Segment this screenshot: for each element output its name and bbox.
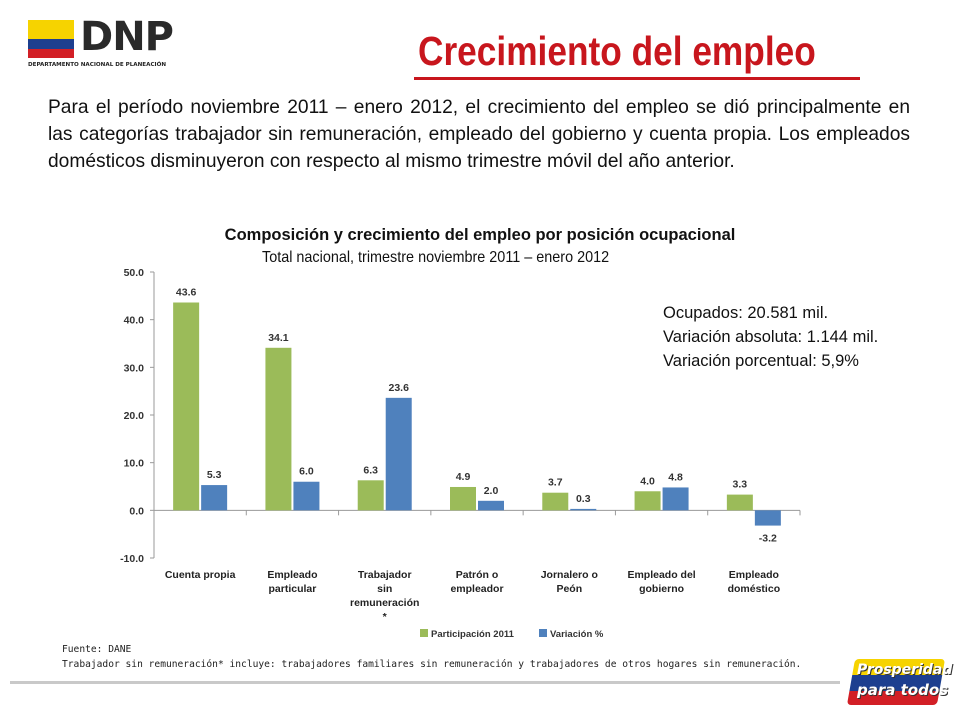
title-underline [414,77,860,80]
category-label: Peón [556,583,582,595]
legend-label: Variación % [550,629,604,640]
chart-title: Composición y crecimiento del empleo por… [224,226,736,244]
bar-variacion [478,500,504,511]
stat-ocupados: Ocupados: 20.581 mil. [663,304,829,322]
data-label: 0.3 [576,493,591,505]
data-label: 23.6 [388,382,409,394]
data-label: 2.0 [484,485,499,497]
bar-variacion [201,485,228,511]
stat-variacion-porcentual: Variación porcentual: 5,9% [663,352,859,370]
source-text: Fuente: DANE [62,644,132,655]
colombia-flag-icon [28,20,74,58]
data-label: 3.7 [548,477,563,489]
category-label: Empleado del [627,569,695,581]
data-label: 4.9 [456,471,471,483]
category-label: Patrón o [456,569,499,581]
data-label: 34.1 [268,332,289,344]
legend-label: Participación 2011 [431,629,515,640]
legend-swatch [420,629,428,637]
category-label: remuneración [350,597,419,609]
footer-divider [10,681,840,684]
data-label: 6.0 [299,466,314,478]
legend-swatch [539,629,547,637]
category-label: Cuenta propia [165,569,236,581]
page-title: Crecimiento del empleo [418,28,816,74]
bar-variacion [754,510,781,526]
data-label: -3.2 [759,533,777,545]
logo-text: DNP [80,14,174,60]
bar-participacion [542,492,569,511]
bar-participacion [265,347,292,511]
bar-variacion [662,487,689,511]
y-tick-label: 40.0 [124,315,145,327]
logo-subtitle: DEPARTAMENTO NACIONAL DE PLANEACIÓN [28,62,167,68]
bar-participacion [357,480,384,511]
data-label: 4.8 [668,471,683,483]
footer-notes: Fuente: DANE Trabajador sin remuneración… [62,642,801,672]
y-tick-label: 10.0 [124,458,145,470]
y-tick-label: 50.0 [124,267,145,279]
y-tick-label: 0.0 [129,505,144,517]
category-label: particular [268,583,316,595]
category-label: sin [377,583,392,595]
bar-variacion [293,481,320,511]
category-label: Jornalero o [541,569,598,581]
dnp-logo: DNP DEPARTAMENTO NACIONAL DE PLANEACIÓN [28,14,188,72]
footnote-text: Trabajador sin remuneración* incluye: tr… [62,659,802,670]
brand-line-1: Prosperidad [857,662,953,678]
bar-variacion [385,397,412,511]
category-label: gobierno [639,583,684,595]
data-label: 43.6 [176,287,197,299]
data-label: 6.3 [363,464,378,476]
chart-subtitle: Total nacional, trimestre noviembre 2011… [262,249,610,266]
bar-variacion [570,508,597,511]
data-label: 5.3 [207,469,222,481]
y-tick-label: 30.0 [124,362,145,374]
bar-participacion [634,491,661,511]
intro-paragraph: Para el período noviembre 2011 – enero 2… [48,97,910,172]
category-label: empleador [450,583,503,595]
bar-participacion [173,302,200,511]
data-label: 3.3 [733,479,748,491]
data-label: 4.0 [640,475,655,487]
category-label: * [383,611,388,623]
y-tick-label: -10.0 [120,553,144,565]
category-label: Empleado [729,569,779,581]
y-tick-label: 20.0 [124,410,145,422]
brand-line-2: para todos [857,681,949,699]
stats-box: Ocupados: 20.581 mil. Variación absoluta… [663,301,878,373]
bar-participacion [450,486,476,511]
category-label: Trabajador [358,569,412,581]
category-label: Empleado [267,569,317,581]
category-label: doméstico [728,583,781,595]
stat-variacion-absoluta: Variación absoluta: 1.144 mil. [663,328,879,346]
bar-participacion [726,494,753,511]
prosperidad-logo: Prosperidad para todos [846,659,952,705]
